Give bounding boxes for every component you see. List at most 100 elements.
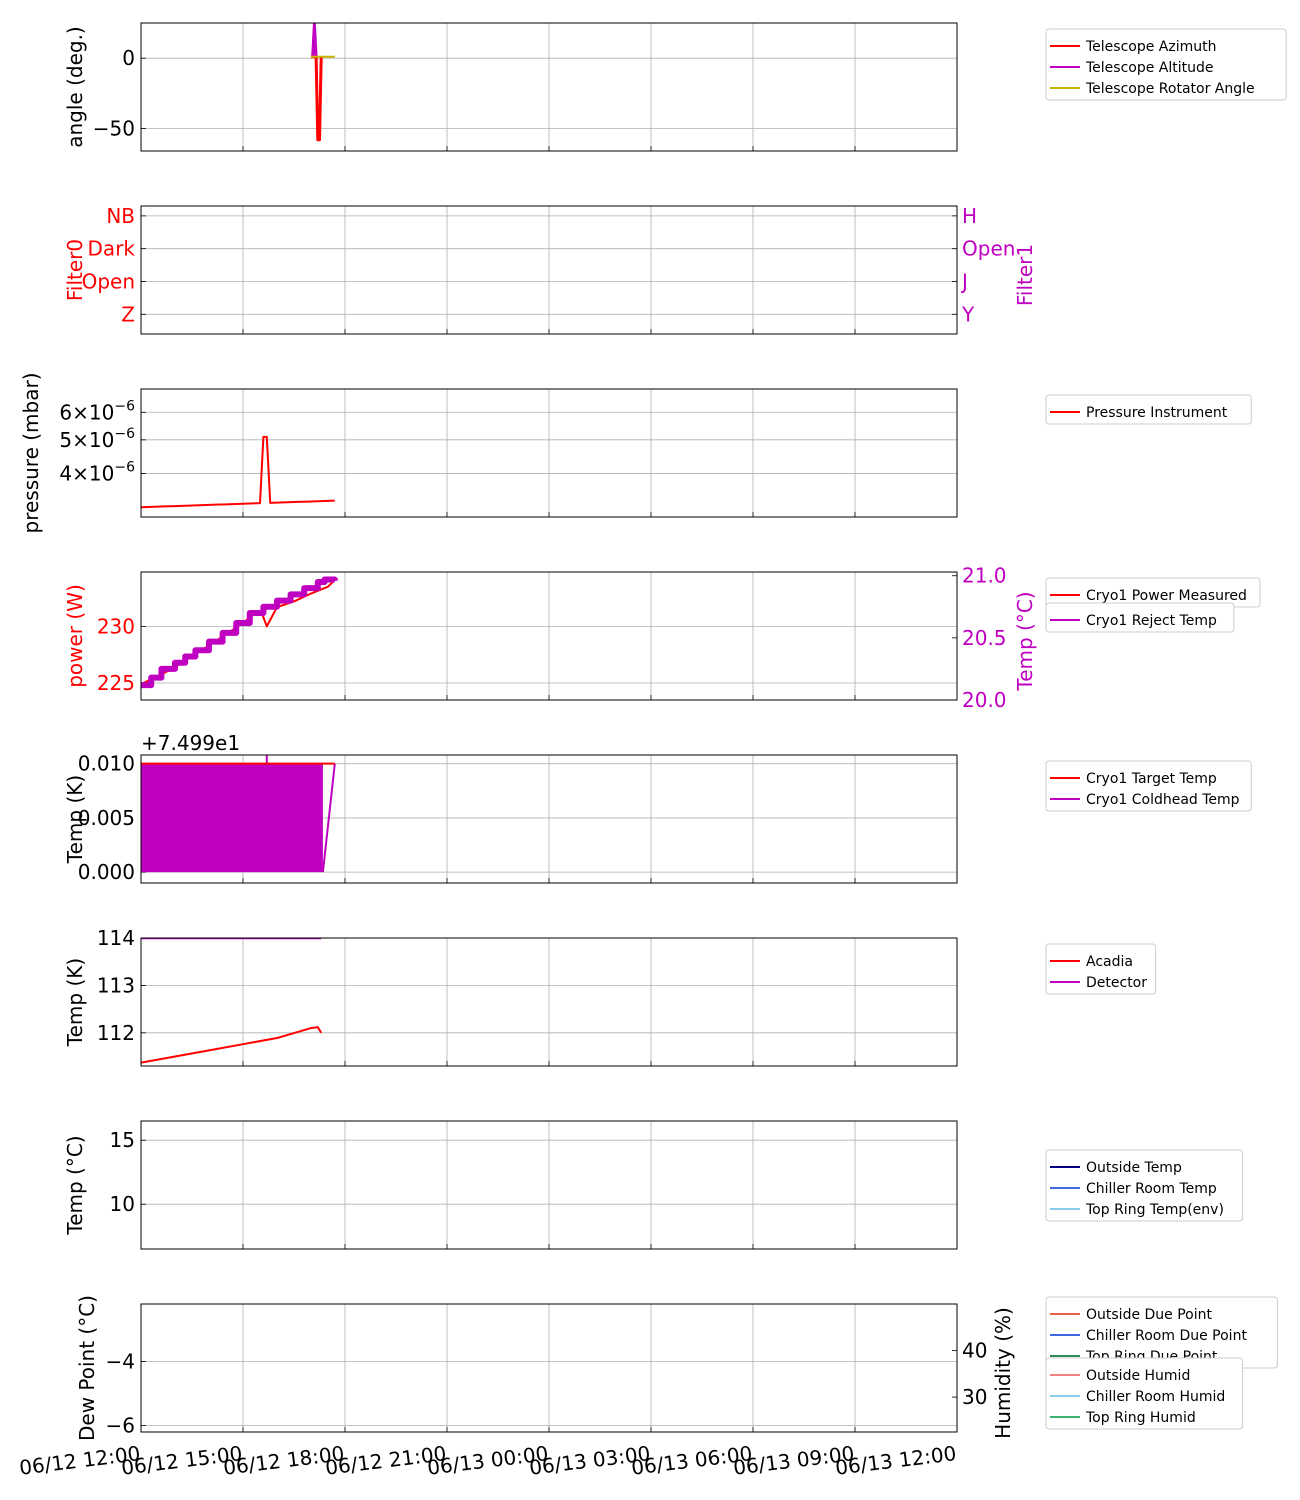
axes-frame [140, 571, 958, 701]
legend-entry: Telescope Altitude [1085, 60, 1214, 76]
y-tick-label: 113 [97, 973, 135, 997]
plot-area [311, 23, 335, 142]
series-line-acadia [141, 1026, 323, 1064]
y-tick-label: NB [106, 204, 135, 228]
legend-box [1045, 1149, 1244, 1222]
legend: Acadia Detector [1045, 943, 1157, 995]
legend: Cryo1 Power Measured [1045, 577, 1261, 608]
plot-area [141, 435, 335, 509]
axes-frame [140, 388, 958, 518]
legend-entry: Chiller Room Humid [1086, 1389, 1225, 1405]
legend-entry: Outside Humid [1086, 1368, 1190, 1384]
y-tick-label: 225 [97, 671, 135, 695]
plot-area [141, 576, 338, 689]
series-line-cryo1-coldhead-tail [321, 763, 336, 873]
y-axis-label: power (W) [63, 584, 87, 688]
panel-filters: NB Dark Open Z H Open JY Filter0 Filter1 [63, 204, 1037, 335]
series-line-cryo1-reject [141, 576, 338, 689]
y-right-tick-label: J [960, 269, 968, 293]
legend-entry: Acadia [1086, 954, 1133, 970]
y-right-tick-label: 20.0 [962, 688, 1007, 712]
legend: Outside Temp Chiller Room Temp Top Ring Te… [1045, 1149, 1244, 1222]
legend-entry: Telescope Azimuth [1085, 39, 1216, 55]
y-tick-label: 5×10−6 [59, 426, 135, 452]
y-axis-label: angle (deg.) [63, 26, 87, 148]
panel-pressure: 6×10−65×10−6 4×10−6 pressure (mbar) Pressur… [19, 372, 1252, 534]
y-tick-label: 0 [122, 46, 135, 70]
legend-entry: Cryo1 Coldhead Temp [1086, 792, 1240, 808]
legend: Outside Humid Chiller Room Humid Top Ring … [1045, 1357, 1244, 1430]
y-offset-text: +7.499e1 [141, 731, 240, 755]
legend: Telescope Azimuth Telescope Altitude Teles… [1045, 28, 1287, 101]
legend-entry: Telescope Rotator Angle [1085, 81, 1255, 97]
y-right-tick-label: 40 [962, 1339, 987, 1363]
legend-box [1045, 602, 1235, 633]
legend-entry: Top Ring Temp(env) [1085, 1202, 1224, 1218]
plot-area [141, 755, 336, 873]
y-axis-label: Temp (K) [63, 958, 87, 1047]
legend-entry: Cryo1 Target Temp [1086, 771, 1217, 787]
y-axis-label: Temp (°C) [63, 1135, 87, 1235]
axes-frame [140, 937, 958, 1067]
y-axis-label: pressure (mbar) [19, 372, 43, 533]
series-line-telescope-azimuth [311, 55, 323, 142]
legend-entry: Chiller Room Temp [1086, 1181, 1217, 1197]
series-line-telescope-altitude [311, 23, 318, 57]
y-tick-label: −50 [93, 116, 135, 140]
panel-cryo-power: 230 225 21.0 20.5 20.0 power (W) Temp (°C) Cryo… [63, 564, 1261, 712]
y-axis-label: Filter0 [63, 239, 87, 301]
y-right-tick-label: 20.5 [962, 626, 1007, 650]
axes-frame [140, 754, 958, 884]
legend: Cryo1 Reject Temp [1045, 602, 1235, 633]
y-tick-label: 0.000 [78, 860, 135, 884]
axes-frame [140, 1120, 958, 1250]
panel-env-temp: 15 10 Temp (°C) Outside Temp Chiller Room Te… [63, 1120, 1244, 1250]
legend-entry: Chiller Room Due Point [1086, 1328, 1247, 1344]
series-line-pressure-instrument [141, 435, 335, 509]
y-tick-label: Dark [88, 237, 136, 261]
y-tick-label: 0.005 [78, 806, 135, 830]
legend-entry: Cryo1 Reject Temp [1086, 613, 1217, 629]
y-tick-label: 0.010 [78, 752, 135, 776]
legend: Cryo1 Target Temp Cryo1 Coldhead Temp [1045, 760, 1252, 812]
legend-entry: Pressure Instrument [1086, 405, 1228, 421]
legend-entry: Outside Temp [1086, 1160, 1182, 1176]
y-tick-label: 230 [97, 614, 135, 638]
y-right-tick-label: 30 [962, 1385, 987, 1409]
y-right-tick-label: 21.0 [962, 564, 1007, 588]
legend: Pressure Instrument [1045, 394, 1252, 425]
y-tick-label: 112 [97, 1021, 135, 1045]
panel-acadia-detector: 114 113 112 Temp (K) Acadia Detector [63, 926, 1157, 1067]
y-right-tick-label: Y [961, 302, 975, 326]
axes-frame [140, 205, 958, 335]
y-tick-label: 10 [110, 1192, 135, 1216]
legend-box [1045, 28, 1287, 101]
y-right-axis-label: Temp (°C) [1013, 591, 1037, 691]
axes-frame [140, 1303, 958, 1433]
y-right-tick-label: Open [962, 237, 1015, 261]
legend-entry: Top Ring Humid [1085, 1410, 1196, 1426]
y-tick-label: −4 [106, 1350, 135, 1374]
y-tick-label: Z [121, 302, 135, 326]
y-tick-label: 6×10−6 [59, 398, 135, 424]
y-axis-label: Temp (K) [63, 775, 87, 864]
y-tick-label: Open [82, 269, 135, 293]
y-right-axis-label: Humidity (%) [991, 1307, 1015, 1439]
y-right-axis-label: Filter1 [1013, 244, 1037, 306]
legend-box [1045, 1357, 1244, 1430]
legend-entry: Cryo1 Power Measured [1086, 588, 1247, 604]
y-tick-label: 4×10−6 [59, 460, 135, 486]
legend-box [1045, 394, 1252, 425]
y-tick-label: 15 [110, 1128, 135, 1152]
y-tick-label: 114 [97, 926, 135, 950]
axes-frame [140, 22, 958, 152]
y-right-tick-label: H [962, 204, 977, 228]
series-fill-cryo1-coldhead [141, 763, 323, 873]
legend-entry: Detector [1086, 975, 1147, 991]
y-tick-label: −6 [106, 1414, 135, 1438]
legend-box [1045, 760, 1252, 812]
